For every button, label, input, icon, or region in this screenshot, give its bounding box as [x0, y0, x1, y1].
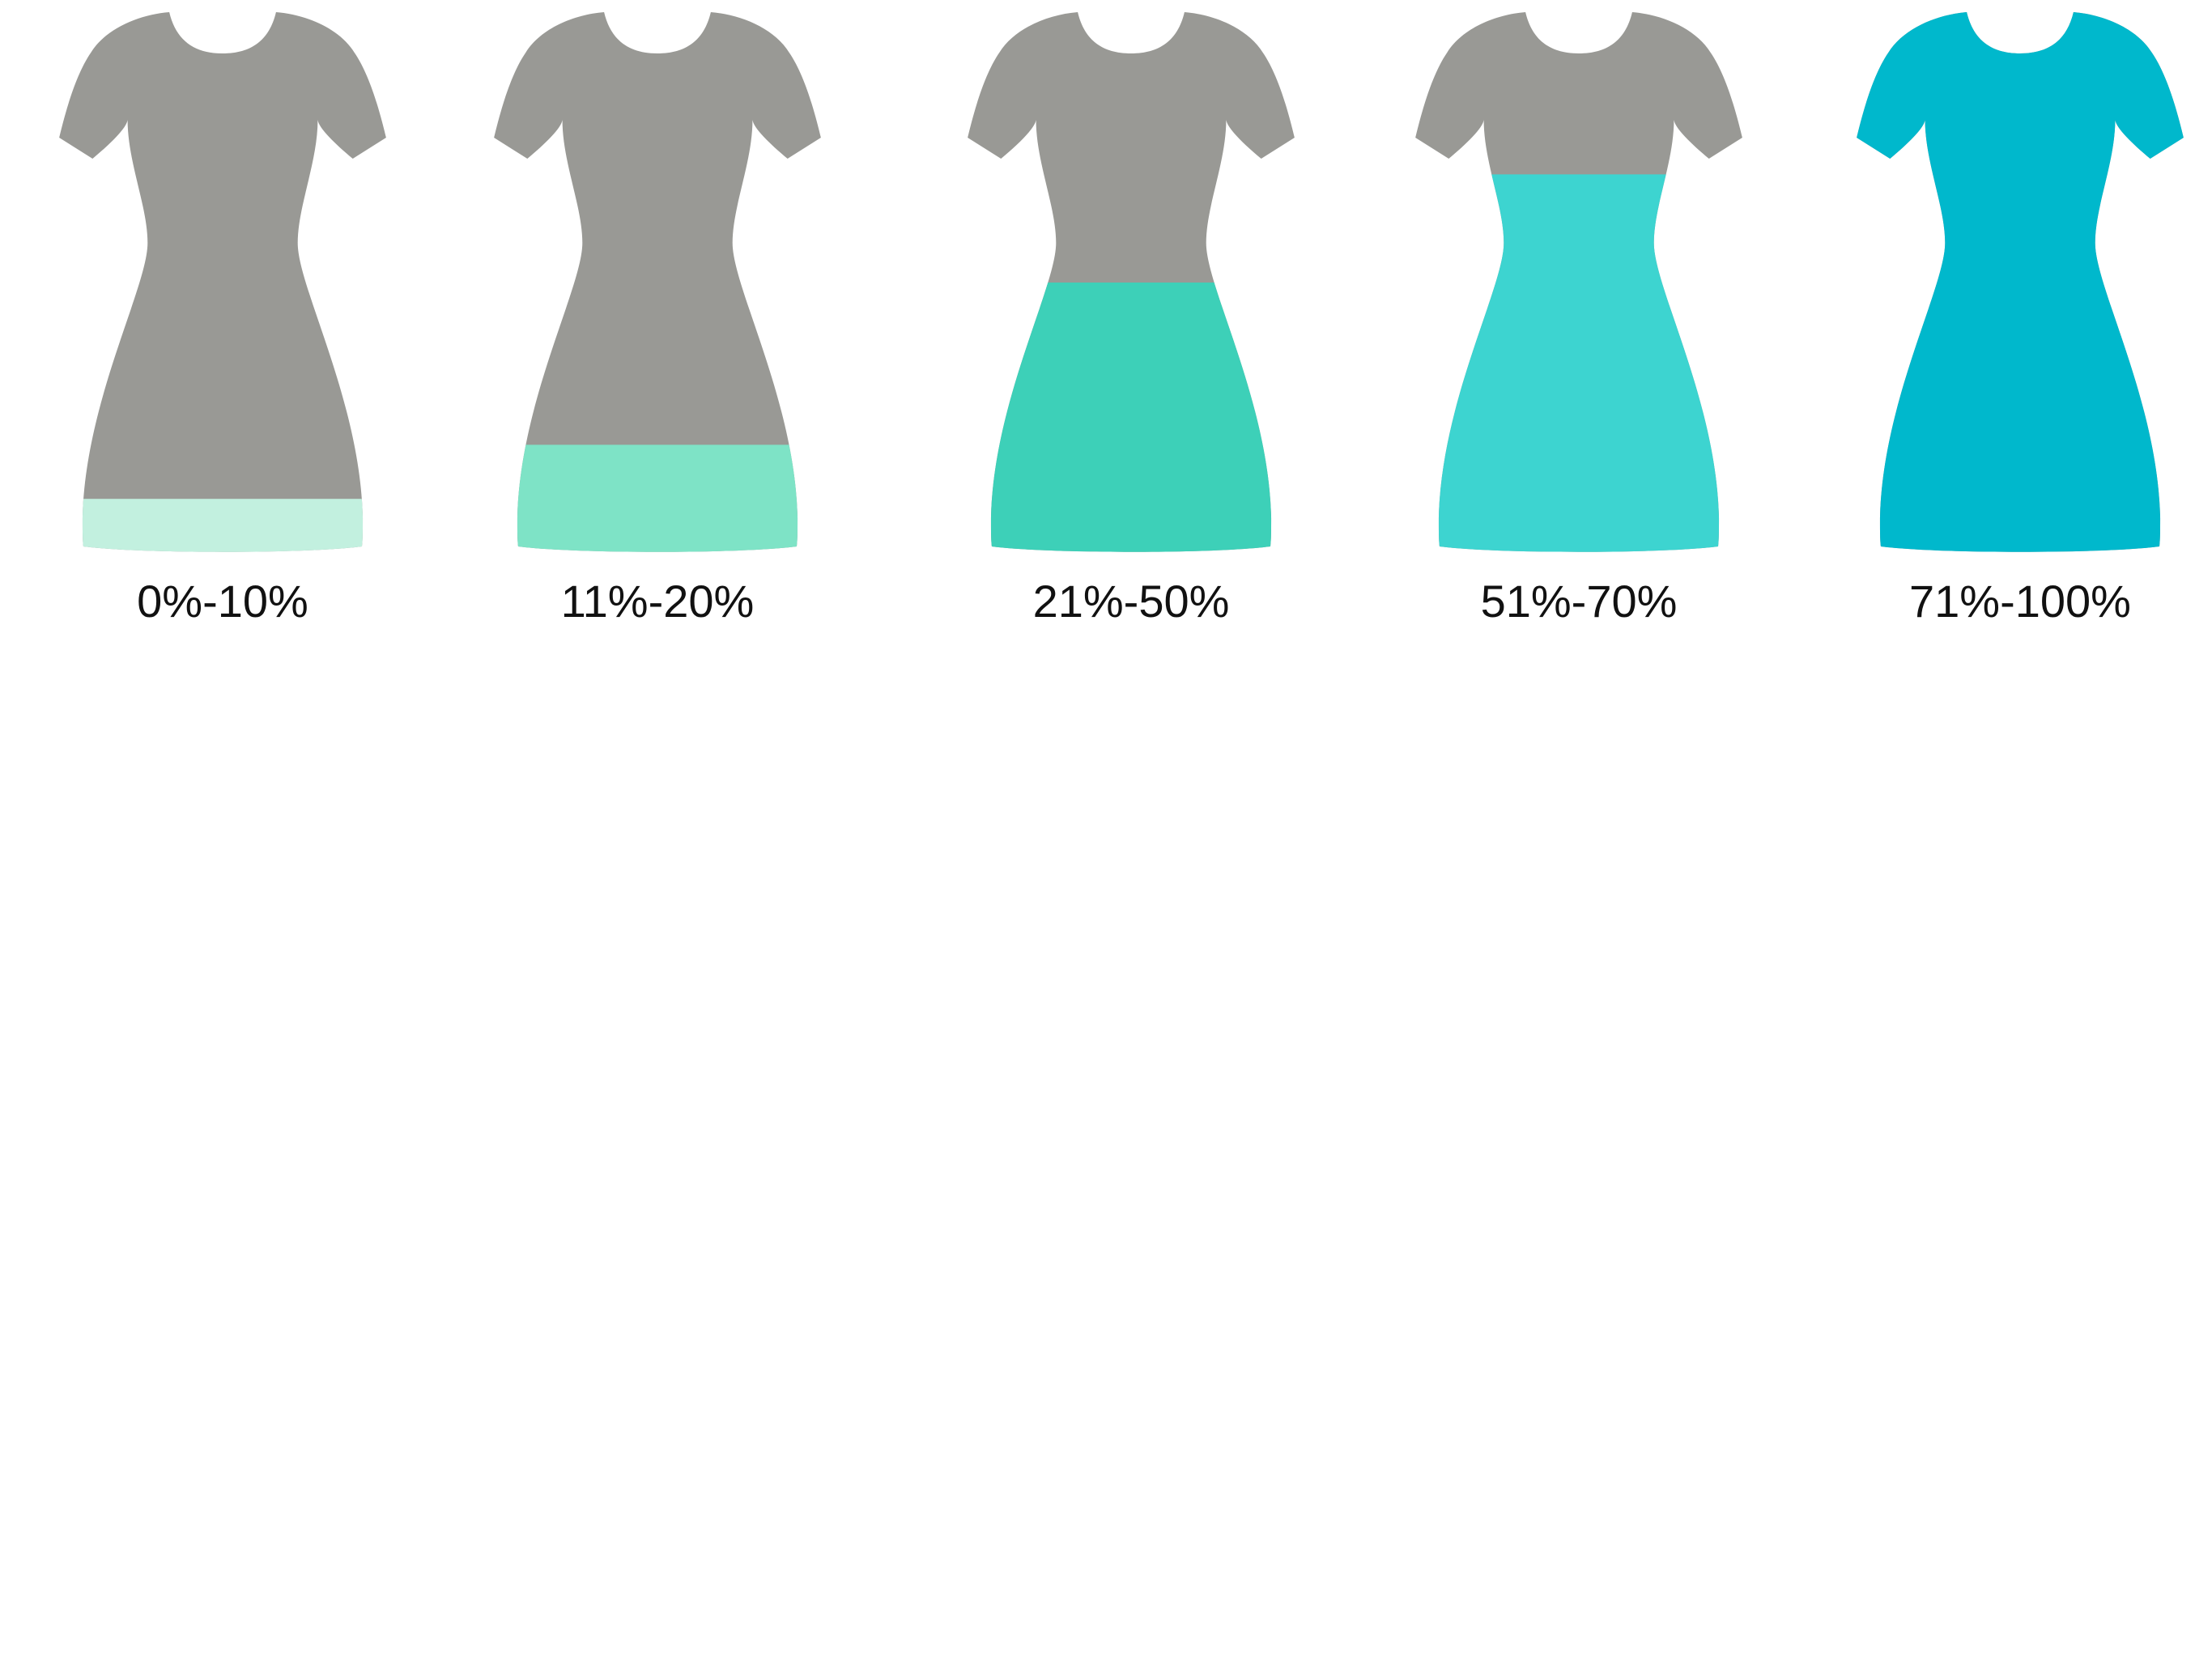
dress-0-10 — [39, 12, 406, 561]
dress-silhouette — [59, 12, 386, 552]
label-11-20: 11%-20% — [561, 576, 755, 627]
dress-fill-level — [474, 444, 840, 561]
dress-51-70 — [1395, 12, 1762, 561]
label-0-10: 0%-10% — [137, 576, 308, 627]
dress-fill-level — [1836, 12, 2203, 561]
label-51-70: 51%-70% — [1481, 576, 1678, 627]
dress-21-50 — [947, 12, 1314, 561]
dress-fill-level — [39, 499, 406, 561]
dress-11-20 — [474, 12, 840, 561]
dress-71-100 — [1836, 12, 2203, 561]
dress-fill-level — [1395, 174, 1762, 561]
label-71-100: 71%-100% — [1909, 576, 2131, 627]
label-21-50: 21%-50% — [1033, 576, 1230, 627]
dress-fill-level — [947, 283, 1314, 561]
